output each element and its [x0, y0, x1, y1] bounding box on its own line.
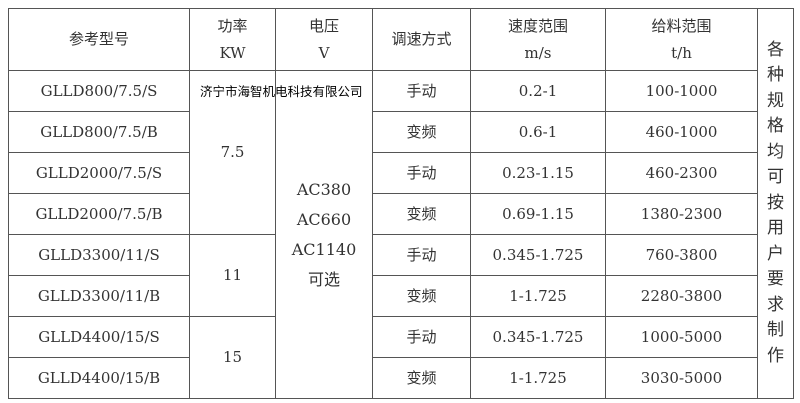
mode-cell: 变频 — [372, 275, 471, 317]
mode-cell: 变频 — [372, 193, 471, 235]
note-char: 要 — [767, 269, 784, 290]
note-char: 可 — [767, 167, 784, 188]
speed-cell: 0.345-1.725 — [470, 234, 606, 276]
header-feed-unit: t/h — [671, 43, 692, 62]
note-char: 户 — [767, 243, 784, 264]
mode-cell: 手动 — [372, 316, 471, 358]
note-char: 均 — [767, 141, 784, 162]
feed-cell: 2280-3800 — [605, 275, 758, 317]
mode-cell: 手动 — [372, 70, 471, 112]
model-cell: GLLD4400/15/B — [8, 357, 190, 399]
model-cell: GLLD2000/7.5/B — [8, 193, 190, 235]
note-char: 种 — [767, 65, 784, 86]
table-row: GLLD4400/15/S 15 手动 0.345-1.725 1000-500… — [8, 316, 794, 399]
header-feed-range: 给料范围 t/h — [605, 8, 758, 71]
feed-cell: 1000-5000 — [605, 316, 758, 358]
voltage-option: AC380 — [296, 179, 352, 199]
header-speed-label: 速度范围 — [507, 16, 568, 35]
header-power: 功率 KW — [189, 8, 276, 71]
header-model: 参考型号 — [8, 8, 190, 71]
voltage-option: AC660 — [296, 209, 352, 229]
table-row: GLLD800/7.5/S 7.5 AC380 AC660 AC1140 可选 手动 … — [8, 70, 794, 399]
header-row: 参考型号 功率 KW 电压 V 调速方式 速度范围 m/s 给料范围 t/h 各种规格均… — [8, 8, 794, 399]
note-char: 求 — [767, 294, 784, 315]
note-char: 各 — [767, 39, 784, 60]
table-row: GLLD2000/7.5/S 手动 0.23-1.15 460-2300 — [8, 152, 794, 194]
table-row: GLLD3300/11/B 变频 1-1.725 2280-3800 — [8, 275, 794, 317]
mode-cell: 手动 — [372, 152, 471, 194]
note-cell: 各种规格均可按用户要求制作 — [757, 8, 794, 399]
feed-cell: 460-1000 — [605, 111, 758, 153]
table-row: GLLD800/7.5/B 变频 0.6-1 460-1000 — [8, 111, 794, 153]
model-cell: GLLD3300/11/B — [8, 275, 190, 317]
header-speed-mode: 调速方式 — [372, 8, 471, 71]
speed-cell: 1-1.725 — [470, 357, 606, 399]
power-cell: 11 — [189, 234, 276, 317]
feed-cell: 460-2300 — [605, 152, 758, 194]
watermark: 济宁市海智机电科技有限公司 — [200, 84, 363, 99]
model-cell: GLLD4400/15/S — [8, 316, 190, 358]
feed-cell: 760-3800 — [605, 234, 758, 276]
speed-cell: 0.69-1.15 — [470, 193, 606, 235]
header-voltage-label: 电压 — [308, 16, 339, 35]
mode-cell: 变频 — [372, 111, 471, 153]
table-row: GLLD2000/7.5/B 变频 0.69-1.15 1380-2300 — [8, 193, 794, 235]
header-voltage-unit: V — [318, 43, 330, 62]
speed-cell: 0.345-1.725 — [470, 316, 606, 358]
header-voltage: 电压 V — [275, 8, 373, 71]
spec-table: 参考型号 功率 KW 电压 V 调速方式 速度范围 m/s 给料范围 t/h 各种规格均… — [8, 8, 794, 399]
note-char: 作 — [767, 345, 784, 366]
header-power-unit: KW — [219, 43, 246, 62]
note-char: 按 — [767, 192, 784, 213]
speed-cell: 0.23-1.15 — [470, 152, 606, 194]
note-char: 规 — [767, 90, 784, 111]
header-feed-label: 给料范围 — [651, 16, 712, 35]
speed-cell: 0.2-1 — [470, 70, 606, 112]
power-cell: 15 — [189, 316, 276, 399]
mode-cell: 手动 — [372, 234, 471, 276]
feed-cell: 100-1000 — [605, 70, 758, 112]
note-char: 用 — [767, 218, 784, 239]
header-power-label: 功率 — [217, 16, 248, 35]
power-cell: 7.5 — [189, 70, 276, 235]
mode-cell: 变频 — [372, 357, 471, 399]
feed-cell: 3030-5000 — [605, 357, 758, 399]
header-speed-unit: m/s — [524, 43, 552, 62]
model-cell: GLLD800/7.5/B — [8, 111, 190, 153]
model-cell: GLLD800/7.5/S — [8, 70, 190, 112]
speed-cell: 0.6-1 — [470, 111, 606, 153]
feed-cell: 1380-2300 — [605, 193, 758, 235]
model-cell: GLLD3300/11/S — [8, 234, 190, 276]
voltage-optional: 可选 — [307, 269, 340, 289]
voltage-cell: AC380 AC660 AC1140 可选 — [275, 70, 373, 399]
note-char: 格 — [767, 116, 784, 137]
speed-cell: 1-1.725 — [470, 275, 606, 317]
table-row: GLLD3300/11/S 11 手动 0.345-1.725 760-3800 — [8, 234, 794, 317]
model-cell: GLLD2000/7.5/S — [8, 152, 190, 194]
voltage-option: AC1140 — [291, 239, 357, 259]
note-char: 制 — [767, 320, 784, 341]
table-row: GLLD4400/15/B 变频 1-1.725 3030-5000 — [8, 357, 794, 399]
header-speed-range: 速度范围 m/s — [470, 8, 606, 71]
